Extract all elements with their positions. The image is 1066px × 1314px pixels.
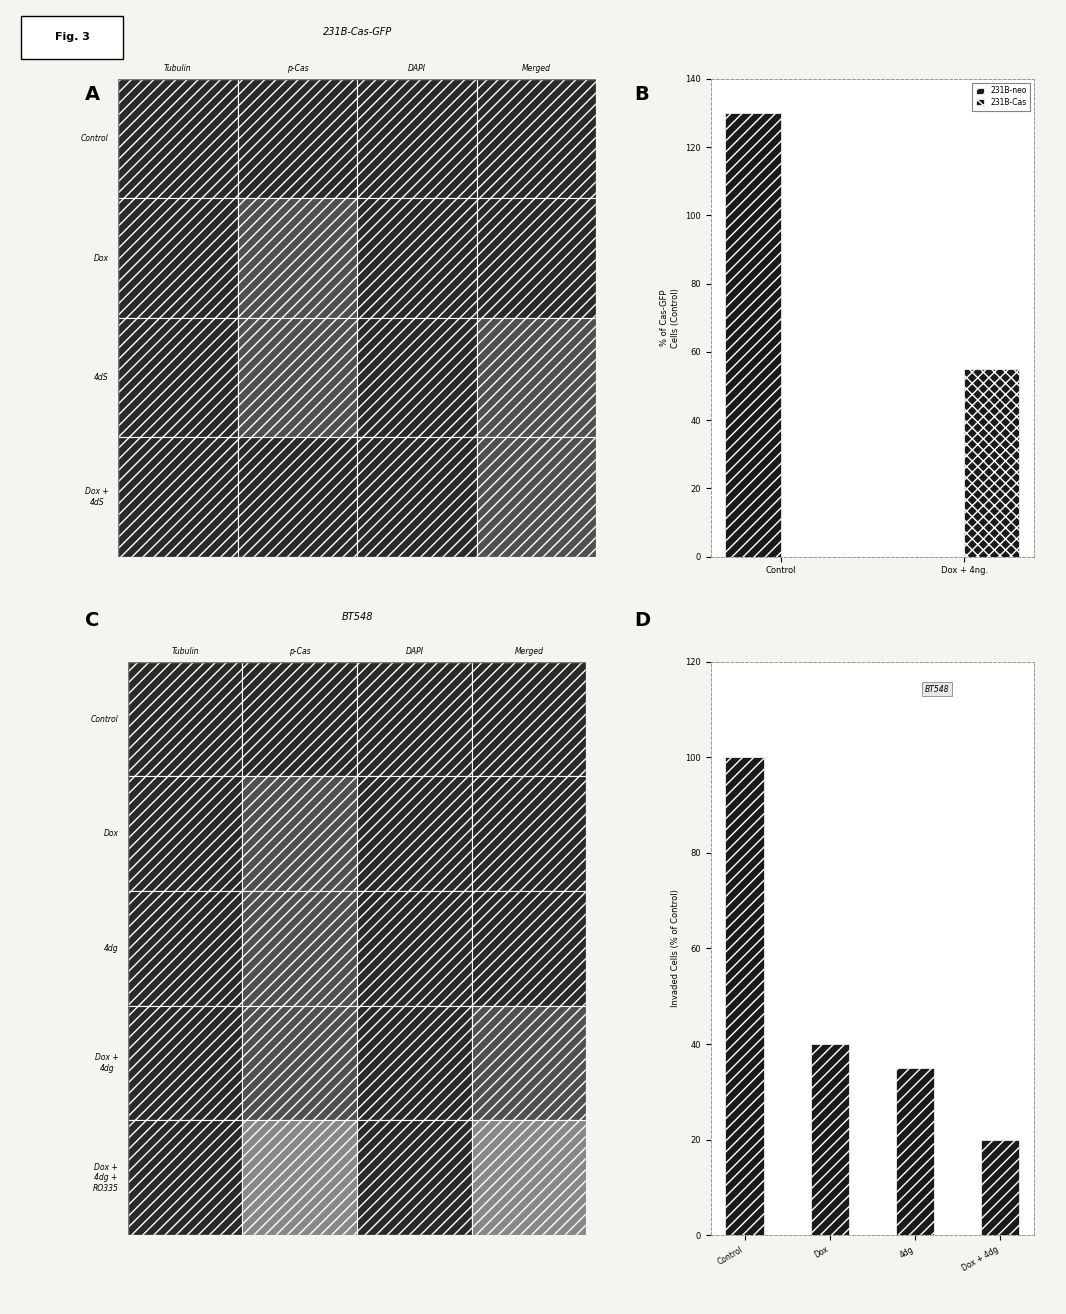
Text: BT548: BT548 [925, 685, 950, 694]
Text: DAPI: DAPI [408, 64, 426, 72]
Bar [238, 318, 357, 438]
Bar [965, 369, 1019, 557]
Bar [477, 79, 596, 198]
Text: Fig. 3: Fig. 3 [54, 33, 90, 42]
Bar [128, 662, 242, 777]
Text: 231B-Cas-GFP: 231B-Cas-GFP [323, 28, 392, 37]
Bar [895, 1068, 934, 1235]
Text: Dox: Dox [103, 829, 118, 838]
Text: Dox +
4dS: Dox + 4dS [85, 487, 109, 507]
Text: 4dS: 4dS [94, 373, 109, 382]
Bar [981, 1139, 1019, 1235]
Bar [726, 113, 780, 557]
Legend: 231B-neo, 231B-Cas: 231B-neo, 231B-Cas [972, 83, 1030, 110]
Bar [118, 318, 238, 438]
Text: Dox +
4dg +
RO335: Dox + 4dg + RO335 [93, 1163, 118, 1193]
Bar [128, 891, 242, 1005]
Bar [242, 891, 357, 1005]
Text: A: A [85, 85, 100, 104]
Bar [477, 438, 596, 557]
Text: Dox: Dox [94, 254, 109, 263]
Text: Control: Control [91, 715, 118, 724]
Bar [357, 1121, 472, 1235]
Bar [357, 662, 472, 777]
Text: BT548: BT548 [341, 611, 373, 622]
Y-axis label: Invaded Cells (% of Control): Invaded Cells (% of Control) [671, 890, 680, 1008]
Bar [357, 777, 472, 891]
Bar [357, 438, 477, 557]
Bar [242, 777, 357, 891]
Text: Control: Control [81, 134, 109, 143]
Text: B: B [634, 85, 649, 104]
Text: p-Cas: p-Cas [287, 64, 308, 72]
Text: C: C [85, 611, 99, 629]
Bar [472, 662, 586, 777]
Bar [472, 891, 586, 1005]
Text: Merged: Merged [522, 64, 551, 72]
Bar [472, 1005, 586, 1121]
Bar [477, 318, 596, 438]
Bar [472, 777, 586, 891]
Bar [357, 198, 477, 318]
Text: Merged: Merged [515, 646, 544, 656]
Text: Dox +
4dg: Dox + 4dg [95, 1054, 118, 1072]
Text: 4dg: 4dg [104, 943, 118, 953]
Bar [477, 198, 596, 318]
Bar [238, 79, 357, 198]
Bar [118, 198, 238, 318]
Bar [357, 79, 477, 198]
Bar [810, 1045, 849, 1235]
Bar [118, 79, 238, 198]
Bar [128, 777, 242, 891]
Bar [357, 891, 472, 1005]
Text: p-Cas: p-Cas [289, 646, 310, 656]
Bar [242, 1121, 357, 1235]
Bar [472, 1121, 586, 1235]
Text: DAPI: DAPI [405, 646, 423, 656]
Bar [357, 318, 477, 438]
Bar [242, 662, 357, 777]
Bar [242, 1005, 357, 1121]
Bar [128, 1121, 242, 1235]
Text: Tubulin: Tubulin [172, 646, 199, 656]
Bar [128, 1005, 242, 1121]
Text: D: D [634, 611, 650, 629]
Y-axis label: % of Cas-GFP
Cells (Control): % of Cas-GFP Cells (Control) [660, 288, 680, 348]
Bar [118, 438, 238, 557]
Bar [357, 1005, 472, 1121]
Bar [238, 438, 357, 557]
Bar [238, 198, 357, 318]
Bar [726, 757, 763, 1235]
Text: Tubulin: Tubulin [164, 64, 192, 72]
